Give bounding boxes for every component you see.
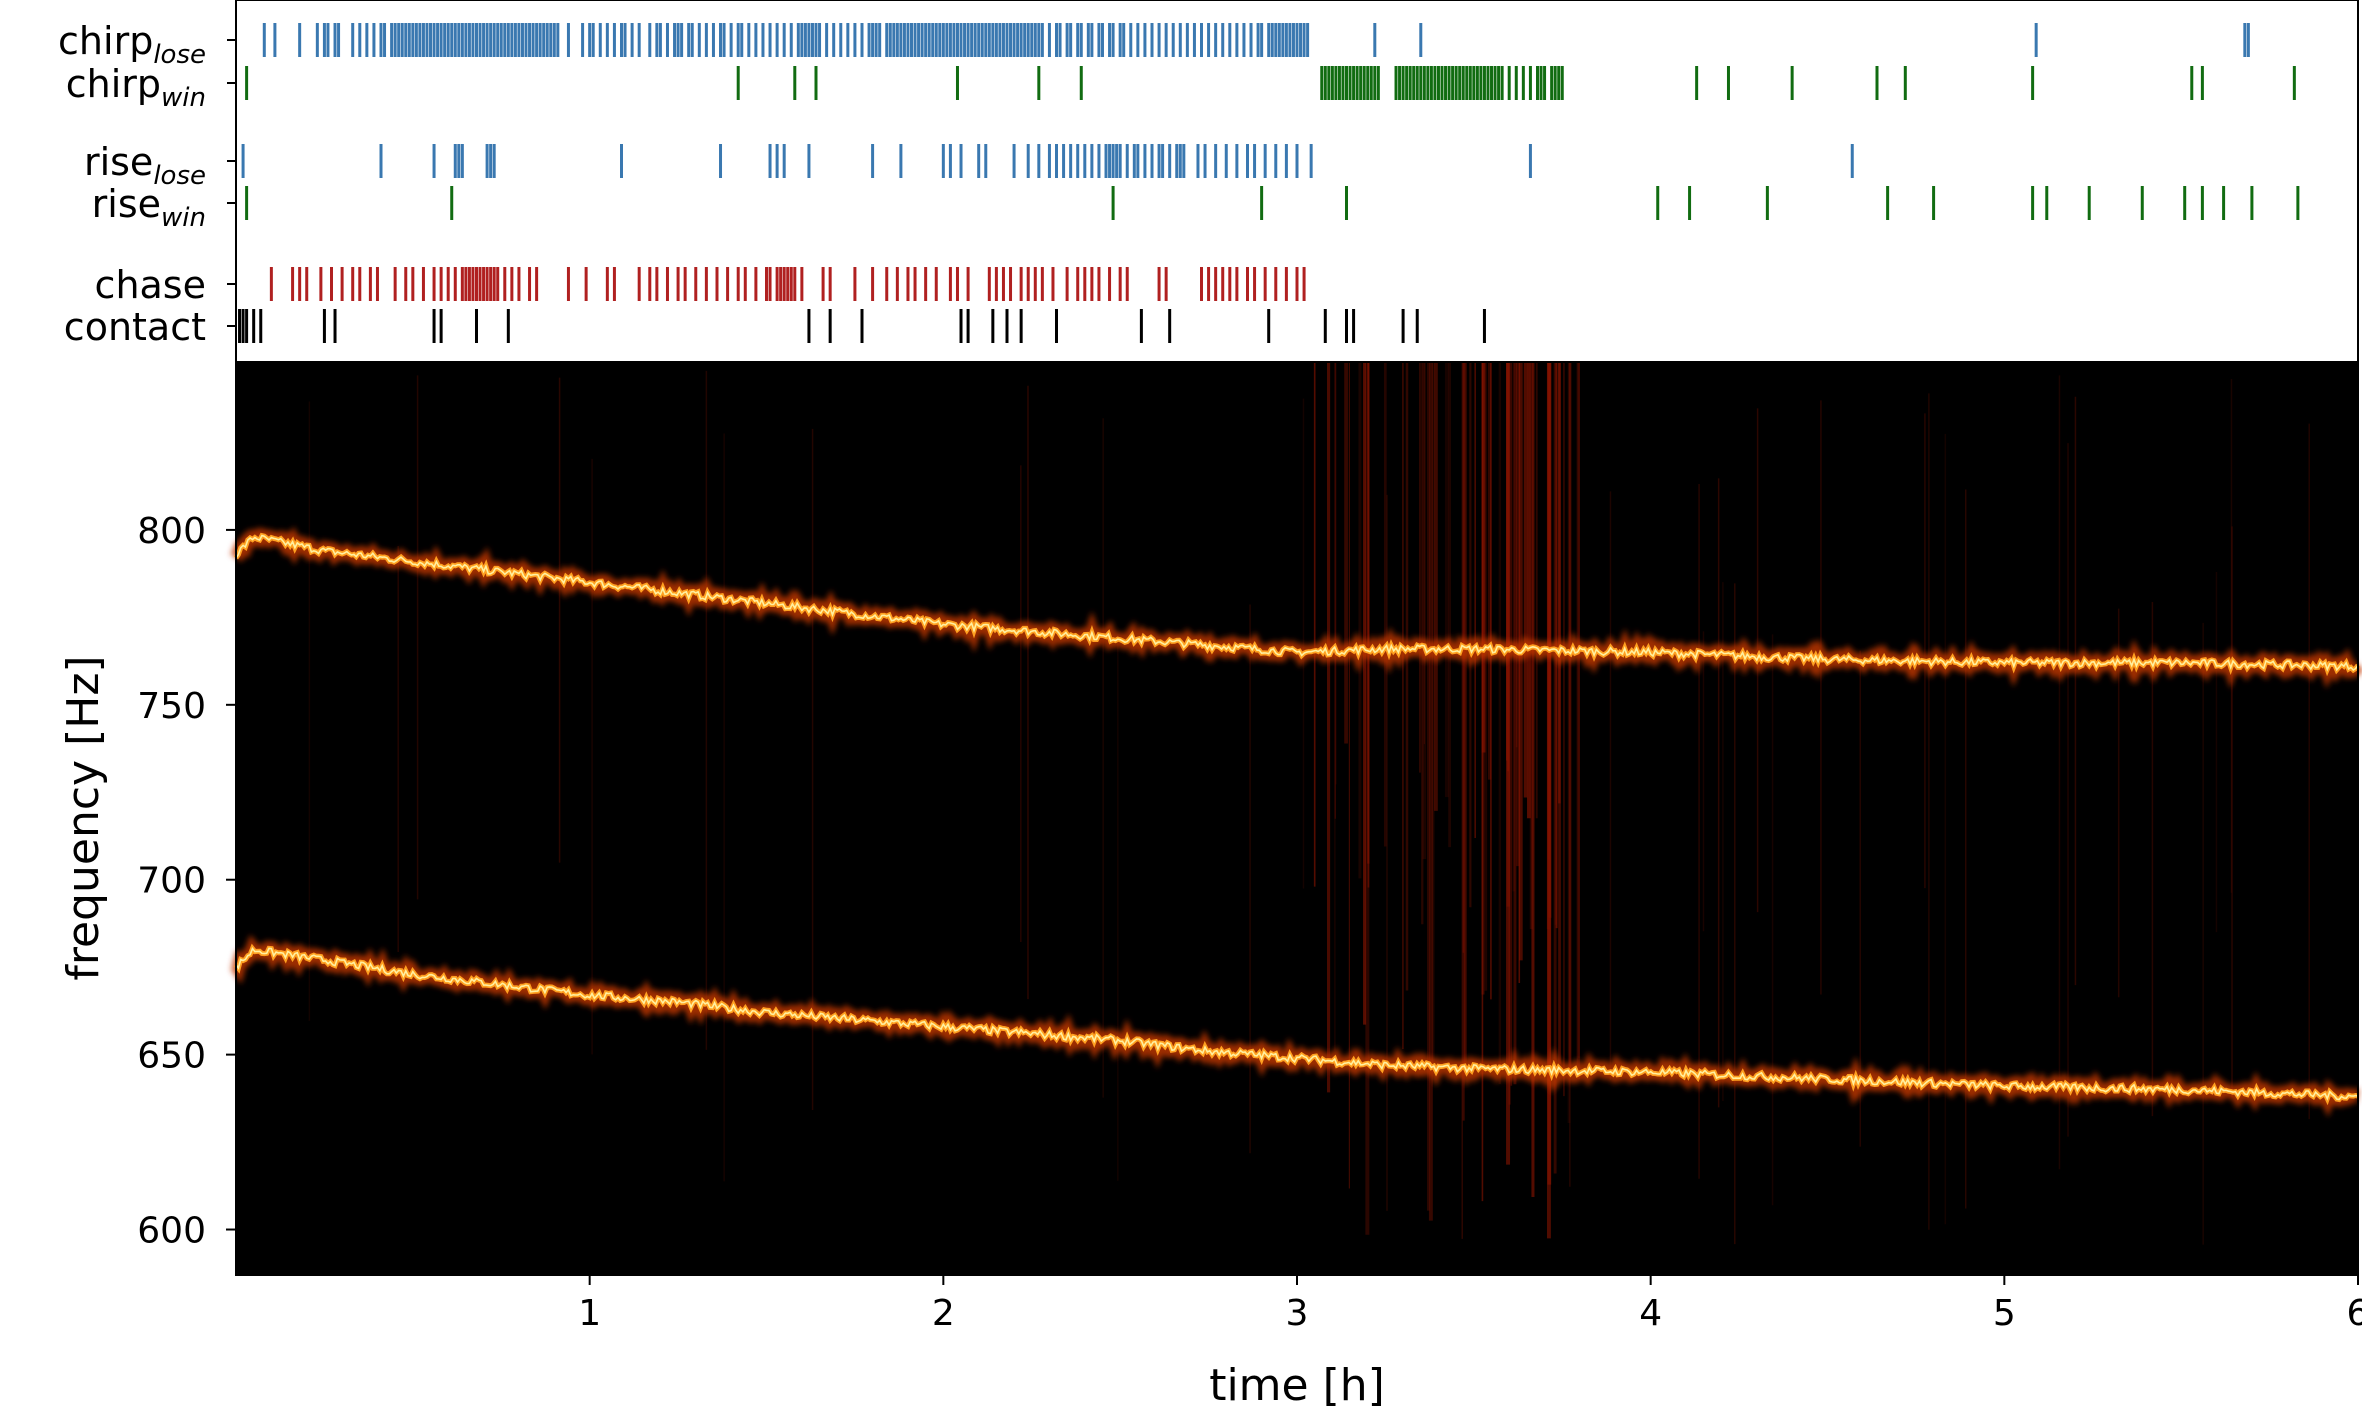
chase-label: chase <box>95 263 206 307</box>
row-label-main: contact <box>64 305 206 349</box>
chirp-lose-label: chirplose <box>58 19 206 70</box>
y-tick-label: 800 <box>137 511 206 552</box>
frequency-traces <box>230 526 2362 1118</box>
y-tick-label: 700 <box>137 861 206 902</box>
row-label-main: rise <box>92 182 161 226</box>
row-label-sub: lose <box>153 161 206 191</box>
y-axis-label: frequency [Hz] <box>58 655 109 980</box>
y-axis-ticks: 600 650 700 750 800 <box>137 511 236 1252</box>
row-label-sub: lose <box>153 40 206 70</box>
row-label-main: chirp <box>66 62 161 106</box>
rise-win-label: risewin <box>92 182 206 233</box>
row-label-main: chirp <box>58 19 153 63</box>
x-tick-label: 2 <box>932 1293 955 1334</box>
chirp-win-label: chirpwin <box>66 62 206 113</box>
x-tick-label: 4 <box>1639 1293 1662 1334</box>
x-tick-label: 6 <box>2347 1293 2362 1334</box>
spectrogram-panel: 1 2 3 4 5 6 600 650 700 750 800 time [h] frequenc… <box>58 361 2362 1411</box>
spectrogram-background <box>236 362 2358 1275</box>
y-tick-label: 600 <box>137 1211 206 1252</box>
row-label-main: chase <box>95 263 206 307</box>
frequency-trace-core <box>235 534 2359 672</box>
row-label-sub: win <box>161 83 206 113</box>
event-raster-panel: chirplosechirpwinriseloserisewinchasecon… <box>58 0 2359 363</box>
raster-labels: chirplosechirpwinriseloserisewinchasecon… <box>58 19 236 349</box>
row-label-main: rise <box>84 140 153 184</box>
contact-label: contact <box>64 305 206 349</box>
row-label-sub: win <box>161 203 206 233</box>
x-tick-label: 5 <box>1993 1293 2016 1334</box>
rise-lose-label: riselose <box>84 140 206 191</box>
raster-frame <box>235 0 2359 363</box>
y-tick-label: 650 <box>137 1036 206 1077</box>
y-tick-label: 750 <box>137 686 206 727</box>
x-tick-label: 3 <box>1286 1293 1309 1334</box>
x-axis-ticks: 1 2 3 4 5 6 <box>578 1275 2362 1334</box>
x-axis-label: time [h] <box>1209 1360 1385 1411</box>
raster-marks <box>238 23 2300 343</box>
x-tick-label: 1 <box>578 1293 601 1334</box>
frequency-trace-core <box>235 947 2359 1101</box>
